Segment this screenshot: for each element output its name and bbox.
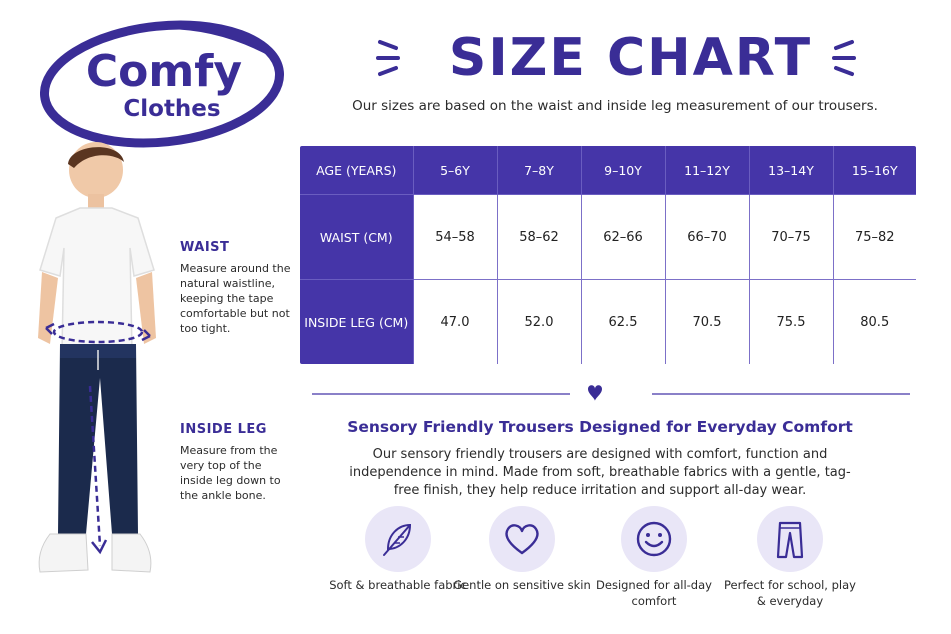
heart-outline-icon — [489, 506, 555, 572]
table-cell: 47.0 — [412, 279, 498, 364]
waist-text: Measure around the natural waistline, ke… — [180, 262, 291, 335]
feature-label: Gentle on sensitive skin — [453, 578, 591, 592]
table-cell: 75–82 — [832, 194, 916, 280]
feather-icon — [365, 506, 431, 572]
heart-divider — [312, 385, 910, 401]
feature-all-day-comfort: Designed for all-day comfort — [584, 506, 724, 609]
age-cell: 7–8Y — [496, 146, 582, 195]
waist-note: WAIST Measure around the natural waistli… — [180, 240, 295, 336]
table-row-waist: WAIST (CM) 54–58 58–62 62–66 66–70 70–75… — [300, 194, 916, 280]
waist-title: WAIST — [180, 240, 230, 255]
table-cell: 52.0 — [496, 279, 582, 364]
age-header: AGE (YEARS) — [300, 146, 414, 195]
table-cell: 70–75 — [748, 194, 834, 280]
logo-line1: Comfy — [86, 46, 242, 97]
trousers-icon — [757, 506, 823, 572]
age-cell: 5–6Y — [412, 146, 498, 195]
brand-logo: Comfy Clothes — [39, 14, 290, 152]
inside-leg-text: Measure from the very top of the inside … — [180, 444, 281, 502]
feature-gentle-skin: Gentle on sensitive skin — [452, 506, 592, 593]
heart-icon — [588, 385, 602, 401]
section-title: Sensory Friendly Trousers Designed for E… — [347, 418, 853, 436]
size-table: AGE (YEARS) 5–6Y 7–8Y 9–10Y 11–12Y 13–14… — [298, 144, 918, 366]
table-cell: 58–62 — [496, 194, 582, 280]
feature-soft-fabric: Soft & breathable fabric — [328, 506, 468, 593]
feature-everyday: Perfect for school, play & everyday — [720, 506, 860, 609]
age-cell: 11–12Y — [664, 146, 750, 195]
table-cell: 80.5 — [832, 279, 916, 364]
age-cell: 15–16Y — [832, 146, 916, 195]
row-header-waist: WAIST (CM) — [300, 194, 414, 280]
table-cell: 62–66 — [580, 194, 666, 280]
table-cell: 62.5 — [580, 279, 666, 364]
table-cell: 66–70 — [664, 194, 750, 280]
title-area: SIZE CHART — [360, 22, 900, 92]
section-body: Our sensory friendly trousers are design… — [349, 447, 851, 498]
table-row-inside-leg: INSIDE LEG (CM) 47.0 52.0 62.5 70.5 75.5… — [300, 279, 916, 364]
table-cell: 70.5 — [664, 279, 750, 364]
inside-leg-note: INSIDE LEG Measure from the very top of … — [180, 422, 295, 503]
inside-leg-title: INSIDE LEG — [180, 422, 267, 437]
boy-photo — [38, 142, 156, 573]
age-cell: 9–10Y — [580, 146, 666, 195]
feature-label: Designed for all-day comfort — [596, 578, 712, 608]
sparkle-right-icon — [832, 40, 856, 76]
page-title: SIZE CHART — [448, 28, 813, 88]
row-header-inside-leg: INSIDE LEG (CM) — [300, 279, 414, 364]
logo-line2: Clothes — [123, 96, 220, 122]
table-header-row: AGE (YEARS) 5–6Y 7–8Y 9–10Y 11–12Y 13–14… — [300, 146, 916, 195]
feature-label: Perfect for school, play & everyday — [724, 578, 856, 608]
smiley-icon — [621, 506, 687, 572]
age-cell: 13–14Y — [748, 146, 834, 195]
sparkle-left-icon — [376, 40, 400, 76]
feature-label: Soft & breathable fabric — [329, 578, 467, 592]
table-cell: 75.5 — [748, 279, 834, 364]
table-cell: 54–58 — [412, 194, 498, 280]
subtitle: Our sizes are based on the waist and ins… — [352, 98, 878, 114]
